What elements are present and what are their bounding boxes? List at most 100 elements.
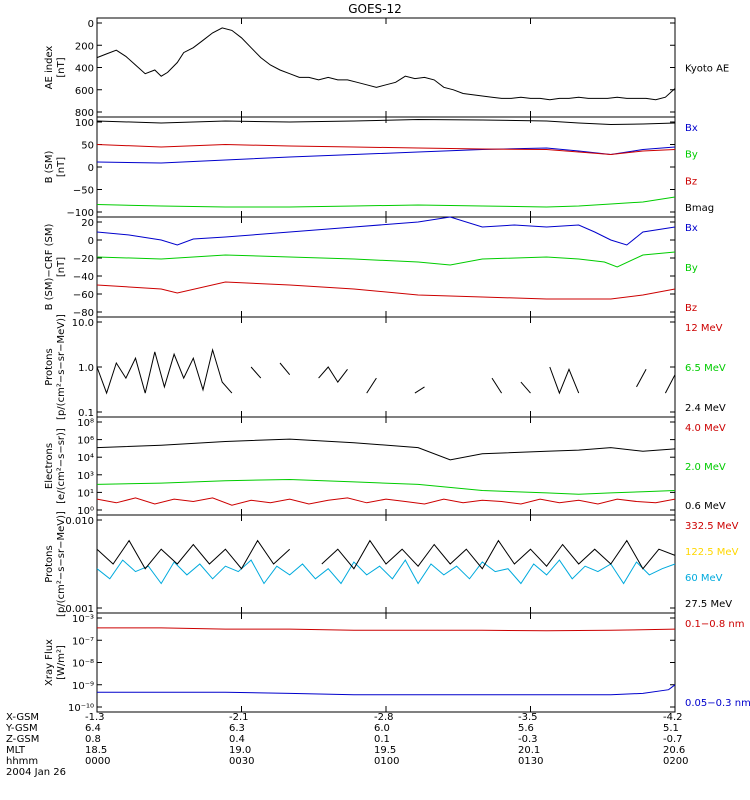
- series-line-ae-0: [96, 27, 676, 101]
- y-tick-label-bcrf: −20: [73, 254, 94, 265]
- legend-label-bsm-3: Bmag: [685, 203, 714, 214]
- legend-label-bcrf-0: Bx: [685, 223, 698, 234]
- legend-label-electrons-0: 4.0 MeV: [685, 423, 726, 434]
- panel-frame-ae: [96, 17, 676, 118]
- series-line-hiprotons-3: [96, 539, 676, 570]
- y-axis-label-electrons: [e/(cm²−s−sr)]: [56, 428, 67, 504]
- series-line-protons-2: [96, 347, 676, 395]
- series-line-bsm-0: [96, 146, 676, 164]
- y-tick-label-bcrf: 0: [88, 236, 94, 247]
- series-line-electrons-1: [96, 478, 676, 495]
- axis-row-x-gsm: X-GSM -1.3 -2.1 -2.8 -3.5 -4.2: [0, 712, 750, 724]
- y-tick-label-electrons: 10⁶: [77, 436, 94, 447]
- legend-label-hiprotons-2: 60 MeV: [685, 573, 723, 584]
- y-tick-label-ae: 0: [88, 19, 94, 30]
- axis-row-value: 18.5: [85, 745, 108, 756]
- y-axis-label-bsm: B (SM): [44, 150, 55, 183]
- panel-frame-bsm: [96, 116, 676, 218]
- series-line-bcrf-0: [96, 216, 676, 246]
- y-tick-label-protons: 0.1: [78, 408, 94, 419]
- y-tick-label-hiprotons: 0.001: [65, 604, 94, 615]
- series-line-xray-1: [97, 684, 676, 696]
- y-tick-label-bcrf: −80: [73, 308, 94, 319]
- legend-label-bcrf-2: Bz: [685, 303, 697, 314]
- y-tick-label-bsm: −50: [73, 186, 94, 197]
- y-axis-label-ae: AE index: [44, 46, 55, 90]
- y-tick-label-bsm: 50: [81, 141, 94, 152]
- y-tick-label-electrons: 10¹: [77, 488, 94, 499]
- chart-title: GOES-12: [348, 2, 402, 16]
- axis-row-label: hhmm: [6, 756, 39, 767]
- y-tick-label-xray: 10⁻³: [72, 614, 94, 625]
- legend-label-hiprotons-1: 122.5 MeV: [685, 547, 739, 558]
- axis-row-value: 0100: [374, 756, 400, 767]
- series-line-bcrf-2: [96, 281, 676, 300]
- y-axis-label-protons: Protons: [44, 348, 55, 385]
- y-axis-label-protons: [p/(cm²−s−sr−MeV)]: [56, 314, 67, 420]
- series-line-bsm-2: [96, 143, 676, 156]
- y-tick-label-ae: 800: [75, 108, 94, 119]
- legend-label-protons-0: 12 MeV: [685, 323, 723, 334]
- y-axis-label-hiprotons: [p/(cm²−s−sr−MeV)]: [56, 511, 67, 617]
- axis-row-y-gsm: Y-GSM 6.4 6.3 6.0 5.6 5.1: [0, 723, 750, 735]
- axis-row-value: 19.5: [374, 745, 397, 756]
- series-line-xray-0: [97, 627, 676, 632]
- axis-row-value: 0130: [518, 756, 544, 767]
- axis-row-value: 5.6: [518, 723, 534, 734]
- axis-row-value: 6.4: [85, 723, 101, 734]
- legend-label-bcrf-1: By: [685, 263, 698, 274]
- axis-row-value: 0.4: [229, 734, 245, 745]
- axis-row-z-gsm: Z-GSM 0.8 0.4 0.1 -0.3 -0.7: [0, 734, 750, 746]
- y-tick-label-xray: 10⁻⁷: [72, 636, 94, 647]
- y-tick-label-xray: 10⁻⁸: [72, 659, 94, 670]
- y-tick-label-protons: 10.0: [72, 318, 94, 329]
- y-tick-label-bsm: −100: [67, 208, 94, 219]
- axis-row-label: MLT: [6, 745, 25, 756]
- y-axis-label-bcrf: [nT]: [56, 257, 67, 277]
- legend-label-hiprotons-3: 27.5 MeV: [685, 599, 732, 610]
- y-tick-label-electrons: 10⁰: [77, 506, 94, 517]
- legend-label-protons-2: 2.4 MeV: [685, 403, 726, 414]
- date-label: 2004 Jan 26: [6, 767, 66, 778]
- y-tick-label-bsm: 0: [88, 163, 94, 174]
- y-axis-label-xray: Xray Flux: [44, 639, 55, 686]
- y-tick-label-ae: 600: [75, 86, 94, 97]
- axis-row-value: 6.0: [374, 723, 390, 734]
- y-tick-label-bsm: 100: [75, 118, 94, 129]
- axis-row-value: -1.3: [85, 712, 105, 723]
- y-tick-label-bcrf: −40: [73, 272, 94, 283]
- series-line-electrons-2: [96, 438, 676, 461]
- legend-label-bsm-1: By: [685, 150, 698, 161]
- y-axis-label-bcrf: B (SM)−CRF (SM): [44, 223, 55, 310]
- series-line-electrons-0: [96, 497, 676, 506]
- panel-frame-bcrf: [96, 216, 676, 318]
- axis-row-mlt: MLT 18.5 19.0 19.5 20.1 20.6: [0, 745, 750, 757]
- y-axis-label-hiprotons: Protons: [44, 545, 55, 582]
- legend-label-bsm-2: Bz: [685, 176, 697, 187]
- y-tick-label-xray: 10⁻¹⁰: [68, 703, 94, 714]
- y-tick-label-ae: 200: [75, 41, 94, 52]
- legend-label-electrons-1: 2.0 MeV: [685, 462, 726, 473]
- axis-row-value: 0000: [85, 756, 111, 767]
- axis-row-value: -2.1: [229, 712, 249, 723]
- legend-label-xray-1: 0.05−0.3 nm: [685, 698, 750, 709]
- panel-frame-protons: [96, 316, 676, 418]
- legend-label-hiprotons-0: 332.5 MeV: [685, 521, 739, 532]
- axis-row-label: Z-GSM: [6, 734, 40, 745]
- legend-label-electrons-2: 0.6 MeV: [685, 501, 726, 512]
- legend-label-ae-0: Kyoto AE: [685, 64, 729, 75]
- y-tick-label-xray: 10⁻⁹: [72, 681, 94, 692]
- y-axis-label-xray: [W/m²]: [56, 645, 67, 680]
- axis-row-label: Y-GSM: [6, 723, 38, 734]
- y-tick-label-electrons: 10⁸: [77, 418, 94, 429]
- axis-row-value: 0200: [663, 756, 689, 767]
- axis-row-value: 0.8: [85, 734, 101, 745]
- axis-row-label: X-GSM: [6, 712, 40, 723]
- y-axis-label-bsm: [nT]: [56, 157, 67, 177]
- y-axis-label-electrons: Electrons: [44, 443, 55, 489]
- legend-label-protons-1: 6.5 MeV: [685, 363, 726, 374]
- axis-row-value: 0.1: [374, 734, 390, 745]
- axis-row-value: 20.6: [663, 745, 686, 756]
- y-tick-label-electrons: 10³: [77, 471, 94, 482]
